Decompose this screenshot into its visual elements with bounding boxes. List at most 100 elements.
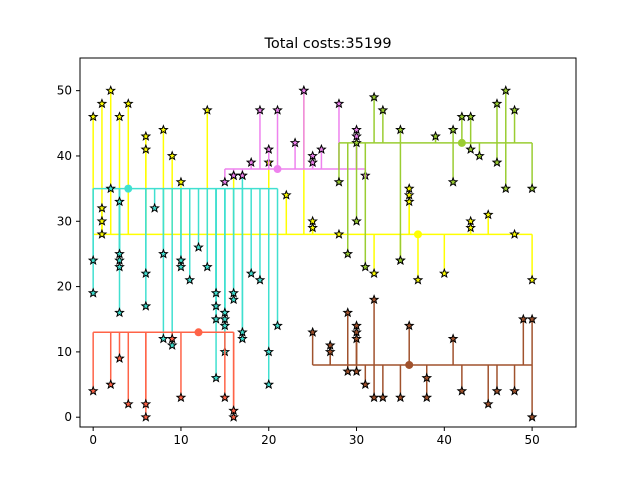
data-point <box>289 137 301 148</box>
cluster-4-hub <box>194 328 203 337</box>
data-point <box>140 130 152 141</box>
data-point <box>368 267 380 279</box>
data-point <box>447 333 459 344</box>
data-point <box>201 104 213 115</box>
data-point <box>351 215 362 226</box>
data-point <box>158 124 169 135</box>
data-point <box>158 248 169 259</box>
data-point <box>114 352 125 363</box>
data-point <box>526 313 538 324</box>
data-point <box>245 267 257 279</box>
data-point <box>166 339 178 350</box>
data-point <box>122 398 134 409</box>
data-point <box>465 111 476 122</box>
data-point <box>210 313 222 324</box>
data-point <box>333 228 345 239</box>
data-point <box>526 183 538 194</box>
data-point <box>105 85 117 96</box>
data-point <box>447 124 459 135</box>
data-point <box>421 392 433 403</box>
data-point <box>342 365 354 377</box>
data-point <box>96 202 108 213</box>
data-point <box>474 150 485 161</box>
data-point <box>237 333 248 344</box>
cluster-4 <box>87 328 239 422</box>
data-point <box>342 307 354 318</box>
data-point <box>430 130 441 141</box>
data-point <box>351 137 362 148</box>
x-tick-label: 40 <box>437 433 452 447</box>
cluster-3 <box>333 85 538 272</box>
cluster-5 <box>307 294 538 422</box>
data-point <box>263 346 275 357</box>
data-point <box>526 274 538 285</box>
data-point <box>333 98 345 109</box>
data-point <box>219 320 231 331</box>
data-point <box>263 378 275 390</box>
data-point <box>96 228 108 239</box>
data-point <box>263 143 275 154</box>
data-point <box>456 111 468 122</box>
data-point <box>368 392 380 403</box>
data-point <box>307 222 318 233</box>
data-point <box>193 241 204 252</box>
data-point <box>491 156 503 168</box>
data-point <box>237 169 248 181</box>
cluster-1-hub <box>124 184 133 193</box>
data-point <box>210 300 222 311</box>
y-tick-label: 30 <box>57 214 72 228</box>
x-tick-label: 20 <box>261 433 276 447</box>
data-point <box>140 300 152 311</box>
data-point <box>500 183 512 194</box>
cluster-3-hub <box>457 138 466 147</box>
chart-title: Total costs:35199 <box>263 36 391 52</box>
data-point <box>166 333 178 344</box>
x-tick-label: 50 <box>524 433 539 447</box>
data-point <box>254 104 266 115</box>
data-point <box>465 222 476 233</box>
data-point <box>403 320 415 331</box>
data-point <box>105 378 117 390</box>
data-point <box>254 274 266 285</box>
data-point <box>210 287 222 298</box>
data-point <box>219 392 231 403</box>
data-point <box>219 176 231 187</box>
data-point <box>491 98 503 109</box>
data-point <box>333 176 345 187</box>
y-tick-label: 50 <box>57 84 72 98</box>
data-point <box>324 346 336 357</box>
data-point <box>228 411 239 422</box>
data-point <box>526 411 538 422</box>
data-point <box>359 378 371 390</box>
data-point <box>456 385 468 396</box>
x-tick-label: 10 <box>173 433 188 447</box>
data-point <box>228 294 239 305</box>
data-point <box>377 104 389 115</box>
data-point <box>96 98 108 109</box>
data-point <box>307 156 318 168</box>
data-point <box>114 307 125 318</box>
data-point <box>395 124 406 135</box>
data-point <box>482 398 494 409</box>
data-point <box>140 143 152 154</box>
data-point <box>280 189 292 200</box>
y-tick-label: 10 <box>57 345 72 359</box>
data-point <box>465 143 476 154</box>
data-point <box>96 215 108 226</box>
data-point <box>272 320 283 331</box>
data-point <box>360 261 371 272</box>
data-point <box>87 287 99 298</box>
data-point <box>210 372 222 383</box>
data-point <box>500 85 512 96</box>
data-point <box>149 202 160 213</box>
data-point <box>482 209 494 220</box>
data-point <box>421 372 433 383</box>
cluster-0-hub <box>413 230 422 239</box>
y-tick-label: 20 <box>57 280 72 294</box>
data-point <box>307 326 318 337</box>
data-point <box>509 228 520 239</box>
data-point <box>351 365 362 377</box>
data-point <box>175 176 187 187</box>
data-point <box>114 111 125 122</box>
